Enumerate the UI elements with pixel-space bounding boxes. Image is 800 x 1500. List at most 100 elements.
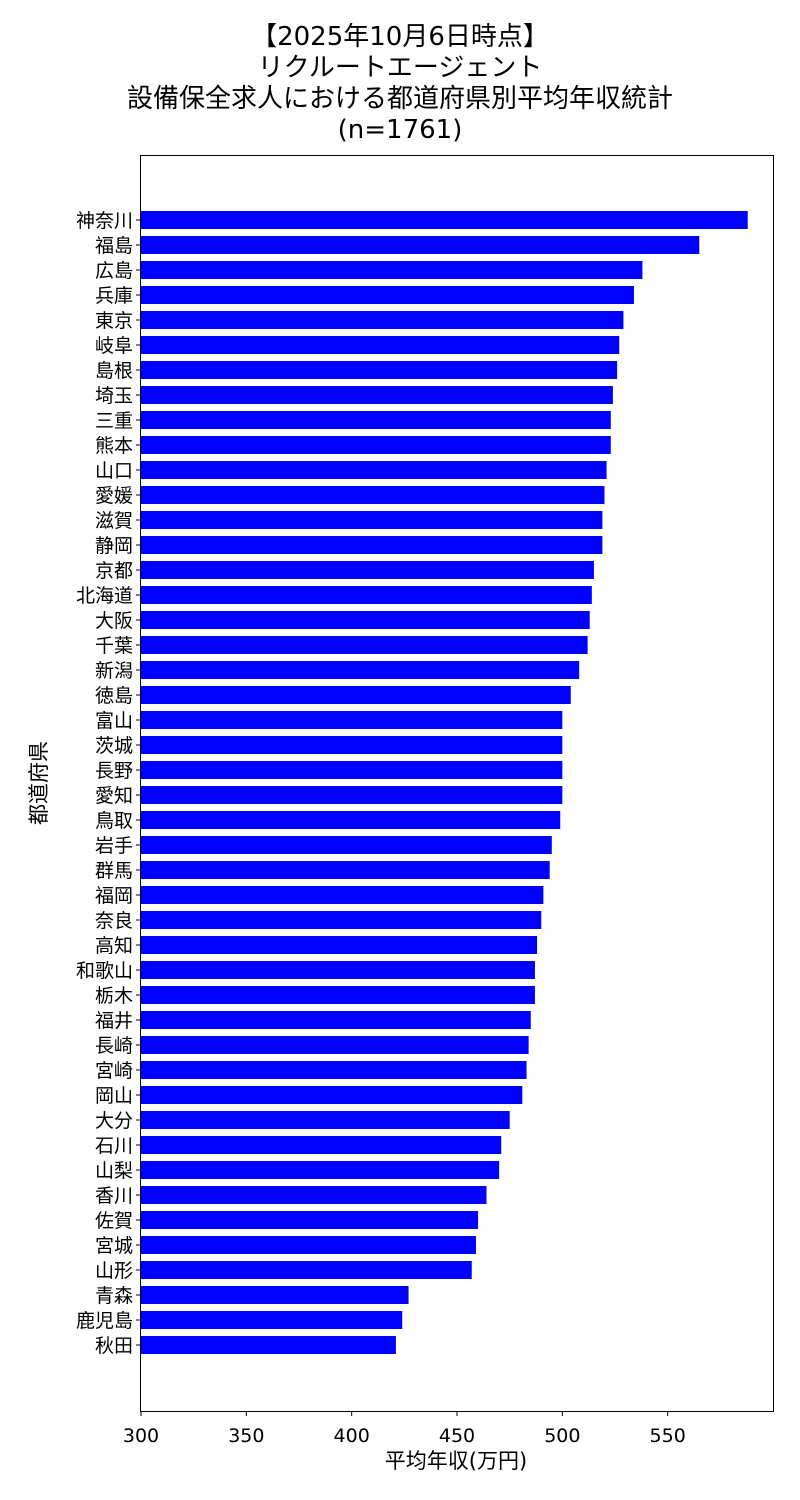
- bar: [141, 461, 607, 479]
- bar: [141, 561, 594, 579]
- category-label: 福島: [95, 235, 133, 257]
- category-label: 岐阜: [95, 335, 133, 357]
- category-label: 北海道: [76, 585, 133, 607]
- bar: [141, 1136, 502, 1154]
- bar: [141, 386, 613, 404]
- bar: [141, 1011, 531, 1029]
- x-axis-label: 平均年収(万円): [385, 1449, 527, 1473]
- bar: [141, 736, 563, 754]
- bar: [141, 286, 634, 304]
- bar: [141, 636, 588, 654]
- category-label: 石川: [95, 1135, 133, 1157]
- title-line-subject: 設備保全求人における都道府県別平均年収統計: [126, 84, 673, 114]
- bar: [141, 1211, 479, 1229]
- category-label: 広島: [95, 260, 133, 282]
- category-label: 茨城: [95, 735, 133, 757]
- category-label: 栃木: [95, 985, 133, 1007]
- title-line-source: リクルートエージェント: [257, 53, 543, 83]
- bar: [141, 936, 538, 954]
- category-label: 愛媛: [95, 485, 133, 507]
- bar: [141, 661, 580, 679]
- category-label: 京都: [95, 560, 133, 582]
- y-axis-label: 都道府県: [27, 741, 51, 825]
- category-label: 新潟: [95, 660, 133, 682]
- bar: [141, 986, 535, 1004]
- category-label: 千葉: [95, 635, 133, 657]
- category-label: 岡山: [95, 1085, 133, 1107]
- bar: [141, 1311, 403, 1329]
- bar: [141, 1286, 409, 1304]
- bar: [141, 511, 603, 529]
- category-label: 群馬: [95, 860, 133, 882]
- category-label: 佐賀: [95, 1210, 133, 1232]
- bar: [141, 211, 748, 229]
- bar: [141, 536, 603, 554]
- bar: [141, 1186, 487, 1204]
- bar: [141, 886, 544, 904]
- chart-title: 【2025年10月6日時点】 リクルートエージェント 設備保全求人における都道府…: [0, 22, 800, 146]
- bar: [141, 1036, 529, 1054]
- category-label: 富山: [95, 710, 133, 732]
- bar: [141, 611, 590, 629]
- category-label: 福岡: [95, 885, 133, 907]
- category-label: 滋賀: [95, 510, 133, 532]
- category-label: 福井: [95, 1010, 133, 1032]
- category-label: 静岡: [95, 535, 133, 557]
- x-tick-label: 550: [650, 1425, 686, 1447]
- bar: [141, 836, 552, 854]
- bar: [141, 486, 605, 504]
- category-label: 埼玉: [95, 385, 133, 407]
- bar: [141, 261, 643, 279]
- bar: [141, 1161, 500, 1179]
- bar: [141, 1086, 523, 1104]
- bar: [141, 311, 624, 329]
- plot-frame: [140, 155, 774, 1412]
- bar: [141, 961, 535, 979]
- category-label: 三重: [95, 410, 133, 432]
- category-label: 宮城: [95, 1235, 133, 1257]
- category-label: 長崎: [95, 1035, 133, 1057]
- bar: [141, 811, 561, 829]
- category-label: 岩手: [95, 835, 133, 857]
- category-label: 長野: [95, 760, 133, 782]
- category-label: 香川: [95, 1185, 133, 1207]
- category-label: 大阪: [95, 610, 133, 632]
- category-labels: 神奈川福島広島兵庫東京岐阜島根埼玉三重熊本山口愛媛滋賀静岡京都北海道大阪千葉新潟…: [76, 210, 141, 1357]
- x-tick-label: 400: [334, 1425, 370, 1447]
- category-label: 徳島: [95, 685, 133, 707]
- category-label: 東京: [95, 310, 133, 332]
- category-label: 熊本: [95, 435, 133, 457]
- bars: [141, 211, 748, 1354]
- bar: [141, 336, 620, 354]
- bar: [141, 1111, 510, 1129]
- bar: [141, 436, 611, 454]
- bar: [141, 1336, 396, 1354]
- category-label: 愛知: [95, 785, 133, 807]
- x-tick-label: 450: [439, 1425, 475, 1447]
- x-tick-label: 350: [228, 1425, 264, 1447]
- bar: [141, 711, 563, 729]
- bar: [141, 1061, 527, 1079]
- bar: [141, 911, 542, 929]
- bar: [141, 786, 563, 804]
- category-label: 和歌山: [76, 960, 133, 982]
- category-label: 大分: [95, 1110, 133, 1132]
- category-label: 島根: [95, 360, 133, 382]
- category-label: 秋田: [95, 1335, 133, 1357]
- category-label: 兵庫: [95, 285, 133, 307]
- bar: [141, 1236, 476, 1254]
- title-line-sample-size: (n=1761): [337, 115, 463, 145]
- x-tick-label: 500: [544, 1425, 580, 1447]
- bar: [141, 761, 563, 779]
- bar: [141, 411, 611, 429]
- category-label: 山口: [95, 460, 133, 482]
- bar: [141, 361, 618, 379]
- x-tick-label: 300: [123, 1425, 159, 1447]
- category-label: 奈良: [95, 910, 133, 932]
- bar: [141, 861, 550, 879]
- bar: [141, 236, 700, 254]
- bar: [141, 686, 571, 704]
- category-label: 青森: [95, 1285, 133, 1307]
- bar: [141, 586, 592, 604]
